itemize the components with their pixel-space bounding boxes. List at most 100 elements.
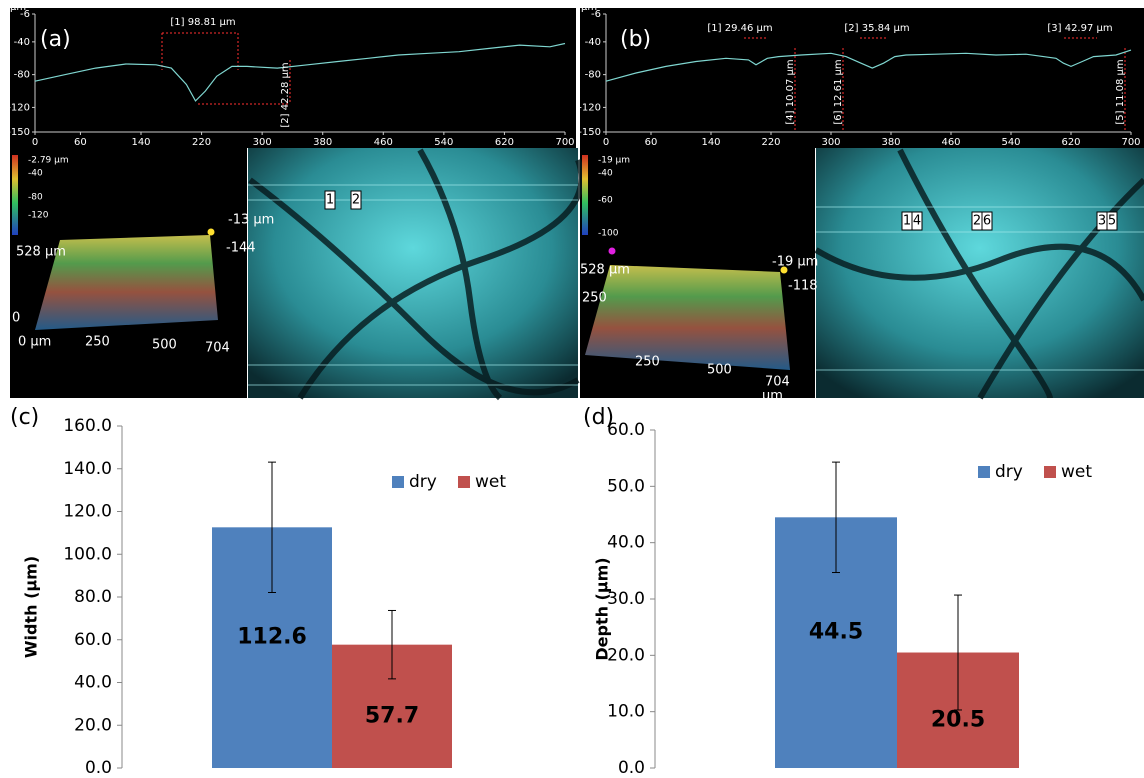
micro-texture [248, 148, 1144, 401]
surface-label: -80 [28, 193, 43, 203]
y-tick-label: -6 [591, 9, 601, 20]
surface-label: 250 [635, 355, 660, 370]
surface-label: 250 [85, 335, 110, 350]
profile-line [34, 42, 566, 102]
profile-bg [580, 8, 1144, 148]
panel-label: (c) [10, 405, 39, 430]
y-tick-label: 20.0 [607, 645, 645, 665]
surface-label: 704 [205, 341, 230, 356]
marker [780, 266, 788, 274]
surface-label: 704 [765, 375, 790, 390]
marker-label: 2 [973, 214, 981, 229]
y-tick-label: 0.0 [85, 758, 112, 778]
annotation: [1] 98.81 µm [170, 17, 235, 28]
y-tick-label: -120 [578, 102, 601, 113]
x-tick-label: 60 [645, 137, 658, 148]
y-tick-label: 30.0 [607, 589, 645, 609]
surface-label: -2.79 µm [28, 156, 69, 166]
legend-label: wet [1061, 462, 1092, 482]
profile-line [605, 49, 1132, 82]
x-tick-label: 140 [701, 137, 720, 148]
x-tick-label: 220 [761, 137, 780, 148]
surface-3d [585, 265, 790, 370]
annotation: [2] 42.28 µm [280, 62, 291, 127]
y-tick-label: 100.0 [63, 544, 112, 564]
x-tick-label: 300 [253, 137, 272, 148]
y-unit: µm [581, 2, 597, 13]
y-tick-label: 0.0 [618, 758, 645, 778]
y-tick-label: 60.0 [607, 420, 645, 440]
measure-lines [161, 32, 1126, 130]
x-tick-label: 700 [1121, 137, 1140, 148]
x-tick-label: 220 [192, 137, 211, 148]
surface-label: -40 [598, 169, 613, 179]
surface-label: -118 [788, 279, 818, 294]
surface-label: -100 [598, 229, 619, 239]
y-tick-label: 80.0 [74, 587, 112, 607]
y-tick-label: -6 [20, 9, 30, 20]
marker [608, 247, 616, 255]
marker-box [981, 211, 993, 231]
panel-label: (a) [40, 27, 71, 52]
marker-box [350, 190, 362, 210]
surface-label: 528 µm [16, 245, 66, 260]
x-tick-label: 460 [374, 137, 393, 148]
x-tick-label: 620 [1061, 137, 1080, 148]
annotation: [1] 29.46 µm [707, 23, 772, 34]
x-tick-label: 0 [603, 137, 609, 148]
y-unit: µm [10, 2, 26, 13]
annotation: [3] 42.97 µm [1047, 23, 1112, 34]
profile-bg [10, 8, 576, 148]
surface-label: 500 [707, 363, 732, 378]
surface-label: -19 µm [598, 156, 630, 166]
y-tick-label: 40.0 [74, 673, 112, 693]
surface-label: -60 [598, 196, 613, 206]
data-label: 20.5 [931, 707, 985, 732]
marker-label: 1 [326, 193, 334, 208]
scan-lines [248, 184, 1144, 386]
legend-label: wet [475, 472, 506, 492]
legend-swatch [978, 466, 990, 478]
x-tick-label: 540 [434, 137, 453, 148]
surface-label: 0 µm [18, 335, 51, 350]
marker-box [911, 211, 923, 231]
marker-box [1106, 211, 1118, 231]
surface-label: -120 [28, 211, 49, 221]
data-label: 112.6 [237, 625, 307, 650]
x-tick-label: 300 [821, 137, 840, 148]
marker-label: 2 [352, 193, 360, 208]
annotation: [4] 10.07 µm [785, 59, 796, 124]
legend-swatch [458, 476, 470, 488]
marker-label: 6 [983, 214, 991, 229]
surface-label: -40 [28, 169, 43, 179]
marker [207, 228, 215, 236]
y-tick-label: 160.0 [63, 416, 112, 436]
legend-label: dry [995, 462, 1023, 482]
marker-label: 5 [1108, 214, 1116, 229]
x-tick-label: 0 [32, 137, 38, 148]
x-tick-label: 540 [1001, 137, 1020, 148]
y-tick-label: -150 [578, 127, 601, 138]
surface-label: -144 [226, 241, 256, 256]
surface-label: µm [762, 389, 783, 404]
x-tick-label: 380 [313, 137, 332, 148]
marker-label: 1 [903, 214, 911, 229]
x-tick-label: 60 [74, 137, 87, 148]
data-label: 44.5 [809, 620, 863, 645]
colorbar [582, 155, 588, 235]
y-tick-label: 10.0 [607, 702, 645, 722]
y-tick-label: 20.0 [74, 715, 112, 735]
y-tick-label: -150 [7, 127, 30, 138]
surface-3d [35, 235, 218, 330]
y-tick-label: 140.0 [63, 459, 112, 479]
colorbar [12, 155, 18, 235]
y-tick-label: 120.0 [63, 502, 112, 522]
y-tick-label: -80 [14, 70, 30, 81]
surface-label: 250 [582, 291, 607, 306]
x-tick-label: 460 [941, 137, 960, 148]
surface-label: 528 µm [580, 263, 630, 278]
x-tick-label: 140 [131, 137, 150, 148]
x-tick-label: 380 [881, 137, 900, 148]
y-axis-title: Depth (µm) [593, 557, 612, 660]
